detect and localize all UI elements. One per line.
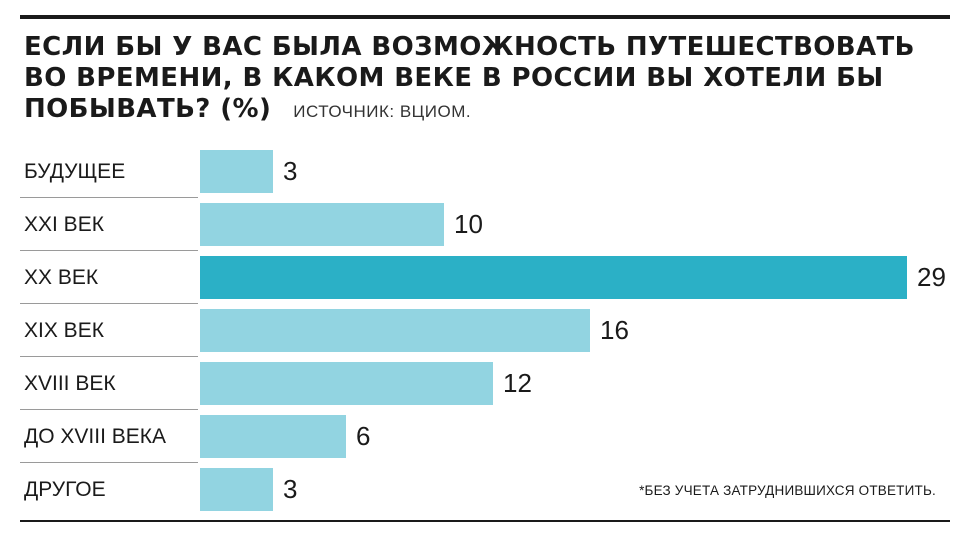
bar-value-label: 29 [917, 262, 946, 292]
category-label: БУДУЩЕЕ [24, 160, 126, 183]
bar [200, 468, 273, 511]
bar-row: ДО XVIII ВЕКА 6 [0, 410, 968, 463]
bar-row: XX ВЕК 29 [0, 251, 968, 304]
row-separator [20, 409, 198, 410]
bar [200, 150, 273, 193]
row-separator [20, 250, 198, 251]
bar-row: XIX ВЕК 16 [0, 304, 968, 357]
chart-title: ЕСЛИ БЫ У ВАС БЫЛА ВОЗМОЖНОСТЬ ПУТЕШЕСТВ… [24, 32, 949, 127]
bar-value-label: 16 [600, 315, 629, 345]
row-separator [20, 356, 198, 357]
bar-row: БУДУЩЕЕ 3 [0, 145, 968, 198]
category-label: XVIII ВЕК [24, 372, 116, 395]
category-label: ДО XVIII ВЕКА [24, 425, 166, 448]
bar-row: ДРУГОЕ 3 [0, 463, 968, 516]
bottom-rule [20, 520, 950, 522]
top-rule [20, 15, 950, 19]
bar-value-label: 3 [283, 156, 298, 186]
bar-value-label: 12 [503, 368, 532, 398]
row-separator [20, 303, 198, 304]
footnote: *БЕЗ УЧЕТА ЗАТРУДНИВШИХСЯ ОТВЕТИТЬ. [639, 483, 936, 498]
bar-value-label: 10 [454, 209, 483, 239]
source-note: ИСТОЧНИК: ВЦИОМ. [293, 102, 472, 121]
category-label: XIX ВЕК [24, 319, 104, 342]
bar [200, 415, 346, 458]
bar [200, 309, 590, 352]
bar-value-label: 3 [283, 474, 298, 504]
bar [200, 203, 444, 246]
bar-row: XXI ВЕК 10 [0, 198, 968, 251]
bar-value-label: 6 [356, 421, 371, 451]
category-label: XXI ВЕК [24, 213, 104, 236]
row-separator [20, 462, 198, 463]
category-label: XX ВЕК [24, 266, 99, 289]
bar [200, 362, 493, 405]
category-label: ДРУГОЕ [24, 478, 106, 501]
bar-row: XVIII ВЕК 12 [0, 357, 968, 410]
bar [200, 256, 907, 299]
chart-title-text: ЕСЛИ БЫ У ВАС БЫЛА ВОЗМОЖНОСТЬ ПУТЕШЕСТВ… [24, 32, 915, 124]
row-separator [20, 197, 198, 198]
